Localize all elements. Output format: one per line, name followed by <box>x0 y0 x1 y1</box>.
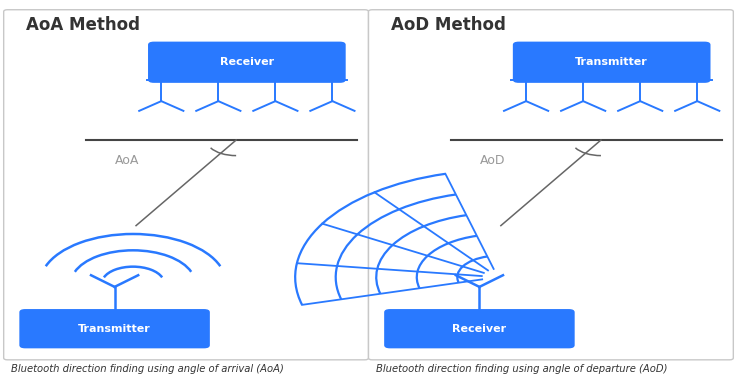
FancyBboxPatch shape <box>4 10 368 360</box>
Text: Bluetooth direction finding using angle of arrival (AoA): Bluetooth direction finding using angle … <box>11 364 284 374</box>
Text: AoA Method: AoA Method <box>26 16 140 33</box>
FancyBboxPatch shape <box>513 42 710 83</box>
FancyBboxPatch shape <box>368 10 733 360</box>
Text: Transmitter: Transmitter <box>78 324 151 334</box>
Text: Receiver: Receiver <box>220 57 274 67</box>
Text: Bluetooth direction finding using angle of departure (AoD): Bluetooth direction finding using angle … <box>376 364 668 374</box>
Text: AoD: AoD <box>479 154 505 166</box>
Text: Transmitter: Transmitter <box>576 57 648 67</box>
FancyBboxPatch shape <box>384 309 575 349</box>
FancyBboxPatch shape <box>19 309 210 349</box>
Text: Receiver: Receiver <box>453 324 506 334</box>
Text: AoA: AoA <box>114 154 139 166</box>
Text: AoD Method: AoD Method <box>391 16 506 33</box>
FancyBboxPatch shape <box>148 42 346 83</box>
